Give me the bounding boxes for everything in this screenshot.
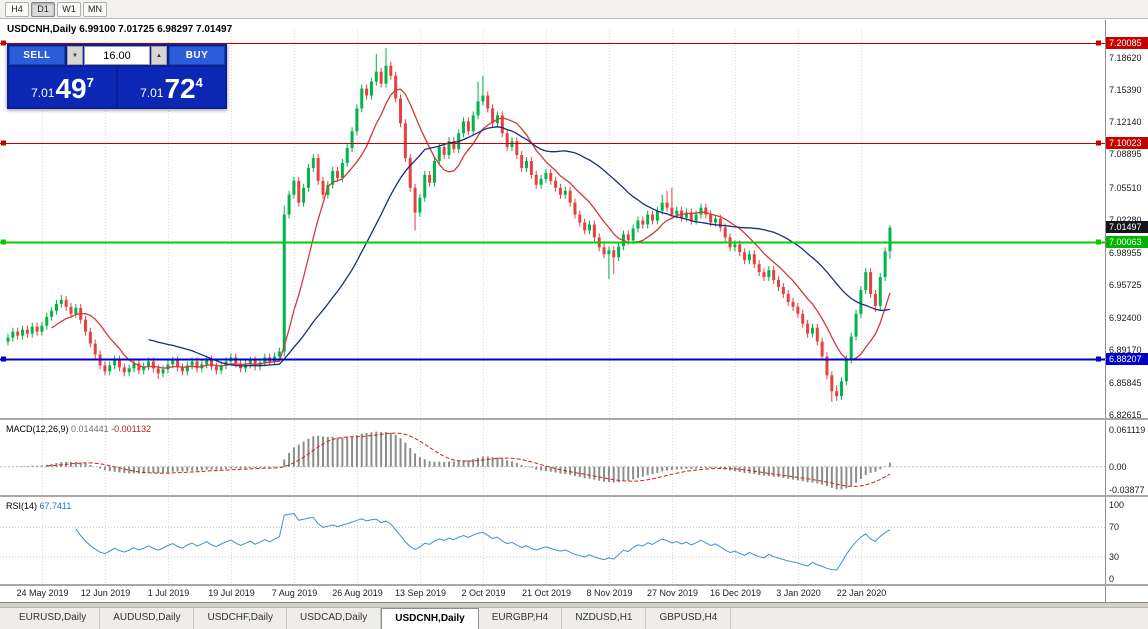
price-axis-label: 7.02280: [1109, 214, 1142, 225]
tab-audusd-daily[interactable]: AUDUSD,Daily: [100, 608, 195, 629]
rsi-axis-label: 0: [1109, 574, 1115, 585]
rsi-layer: [0, 513, 1105, 571]
timeframe-h4-button[interactable]: H4: [5, 1, 29, 17]
sell-price-pips: 49: [55, 73, 87, 104]
rsi-indicator-label: RSI(14) 67.7411: [6, 501, 71, 511]
buy-price-display[interactable]: 7.01 72 4: [118, 67, 225, 107]
buy-button[interactable]: BUY: [169, 46, 225, 65]
tab-usdcnh-daily[interactable]: USDCNH,Daily: [381, 608, 479, 629]
rsi-axis-label: 100: [1109, 499, 1125, 510]
timeframe-w1-button[interactable]: W1: [57, 1, 81, 17]
price-axis-label: 7.18620: [1109, 52, 1142, 63]
price-badge-7.00063: 7.00063: [1106, 235, 1148, 248]
volume-input[interactable]: [84, 46, 150, 65]
macd-signal-value: -0.001132: [111, 424, 151, 434]
chart-tabs: EURUSD,Daily AUDUSD,Daily USDCHF,Daily USDC…: [0, 607, 1148, 629]
macd-name: MACD(12,26,9): [6, 424, 69, 434]
tab-eurgbp-h4[interactable]: EURGBP,H4: [479, 608, 563, 629]
chart-title: USDCNH,Daily 6.99100 7.01725 6.98297 7.0…: [7, 24, 233, 35]
price-chart[interactable]: [0, 0, 1105, 628]
buy-price-point: 4: [195, 75, 203, 90]
ma-10-line: [51, 88, 891, 369]
rsi-axis-label: 70: [1109, 522, 1120, 533]
price-badge-7.20085: 7.20085: [1106, 37, 1148, 50]
bottom-chrome: EURUSD,Daily AUDUSD,Daily USDCHF,Daily USDC…: [0, 602, 1148, 629]
sell-button[interactable]: SELL: [9, 46, 65, 65]
macd-indicator-label: MACD(12,26,9) 0.014441 -0.001132: [6, 424, 151, 434]
price-badge-7.01497: 7.01497: [1106, 221, 1148, 234]
price-axis-label: 6.98955: [1109, 247, 1142, 258]
price-badge-7.10023: 7.10023: [1106, 136, 1148, 149]
timeframe-mn-button[interactable]: MN: [83, 1, 107, 17]
horizontal-lines-layer[interactable]: [0, 40, 1105, 362]
candles-layer: [6, 47, 892, 402]
macd-layer: [0, 431, 1105, 490]
macd-axis-label: -0.03877: [1109, 485, 1145, 496]
price-axis-label: 6.82615: [1109, 409, 1142, 420]
macd-main-value: 0.014441: [71, 424, 109, 434]
price-axis-label: 6.89170: [1109, 344, 1142, 355]
macd-signal-line: [46, 432, 891, 487]
tab-usdcad-daily[interactable]: USDCAD,Daily: [287, 608, 382, 629]
volume-decrease-icon[interactable]: ▼: [67, 46, 83, 65]
one-click-trading-panel: SELL ▼ ▲ BUY 7.01 49 7 7.01 72 4: [7, 44, 227, 109]
macd-axis-label: 0.061119: [1109, 424, 1146, 435]
rsi-axis-label: 30: [1109, 551, 1120, 562]
tab-nzdusd-h1[interactable]: NZDUSD,H1: [562, 608, 647, 629]
macd-axis-label: 0.00: [1109, 461, 1127, 472]
sell-price-point: 7: [86, 75, 94, 90]
price-axis-label: 7.15390: [1109, 84, 1142, 95]
price-axis-label: 7.05510: [1109, 182, 1142, 193]
price-badge-6.88207: 6.88207: [1106, 353, 1148, 366]
price-axis-label: 6.85845: [1109, 377, 1142, 388]
tab-gbpusd-h4[interactable]: GBPUSD,H4: [646, 608, 732, 629]
rsi-timeaxis-divider: [0, 584, 1148, 586]
price-axis-label: 7.08895: [1109, 149, 1142, 160]
volume-increase-icon[interactable]: ▲: [151, 46, 167, 65]
ma-30-line: [148, 126, 891, 367]
price-axis-label: 6.95725: [1109, 279, 1142, 290]
rsi-name: RSI(14): [6, 501, 38, 511]
sell-price-big-figure: 7.01: [31, 86, 55, 100]
price-axis-label: 7.12140: [1109, 116, 1142, 127]
sell-price-display[interactable]: 7.01 49 7: [9, 67, 116, 107]
tab-eurusd-daily[interactable]: EURUSD,Daily: [6, 608, 101, 629]
toolbar: H4 D1 W1 MN: [0, 0, 1148, 19]
price-axis-label: 6.92400: [1109, 312, 1142, 323]
buy-price-big-figure: 7.01: [140, 86, 164, 100]
tab-usdchf-daily[interactable]: USDCHF,Daily: [194, 608, 288, 629]
price-axis[interactable]: 7.18620 7.15390 7.12140 7.08895 7.05510 7.022…: [1105, 20, 1148, 602]
macd-rsi-divider[interactable]: [0, 495, 1148, 497]
rsi-line: [75, 513, 891, 571]
moving-averages-layer: [51, 88, 891, 369]
main-macd-divider[interactable]: [0, 418, 1148, 420]
timeframe-d1-button[interactable]: D1: [31, 1, 55, 17]
volume-stepper: ▼ ▲: [67, 46, 167, 65]
buy-price-pips: 72: [164, 73, 196, 104]
rsi-value: 67.7411: [39, 501, 72, 511]
grid-lines: [42, 30, 862, 583]
